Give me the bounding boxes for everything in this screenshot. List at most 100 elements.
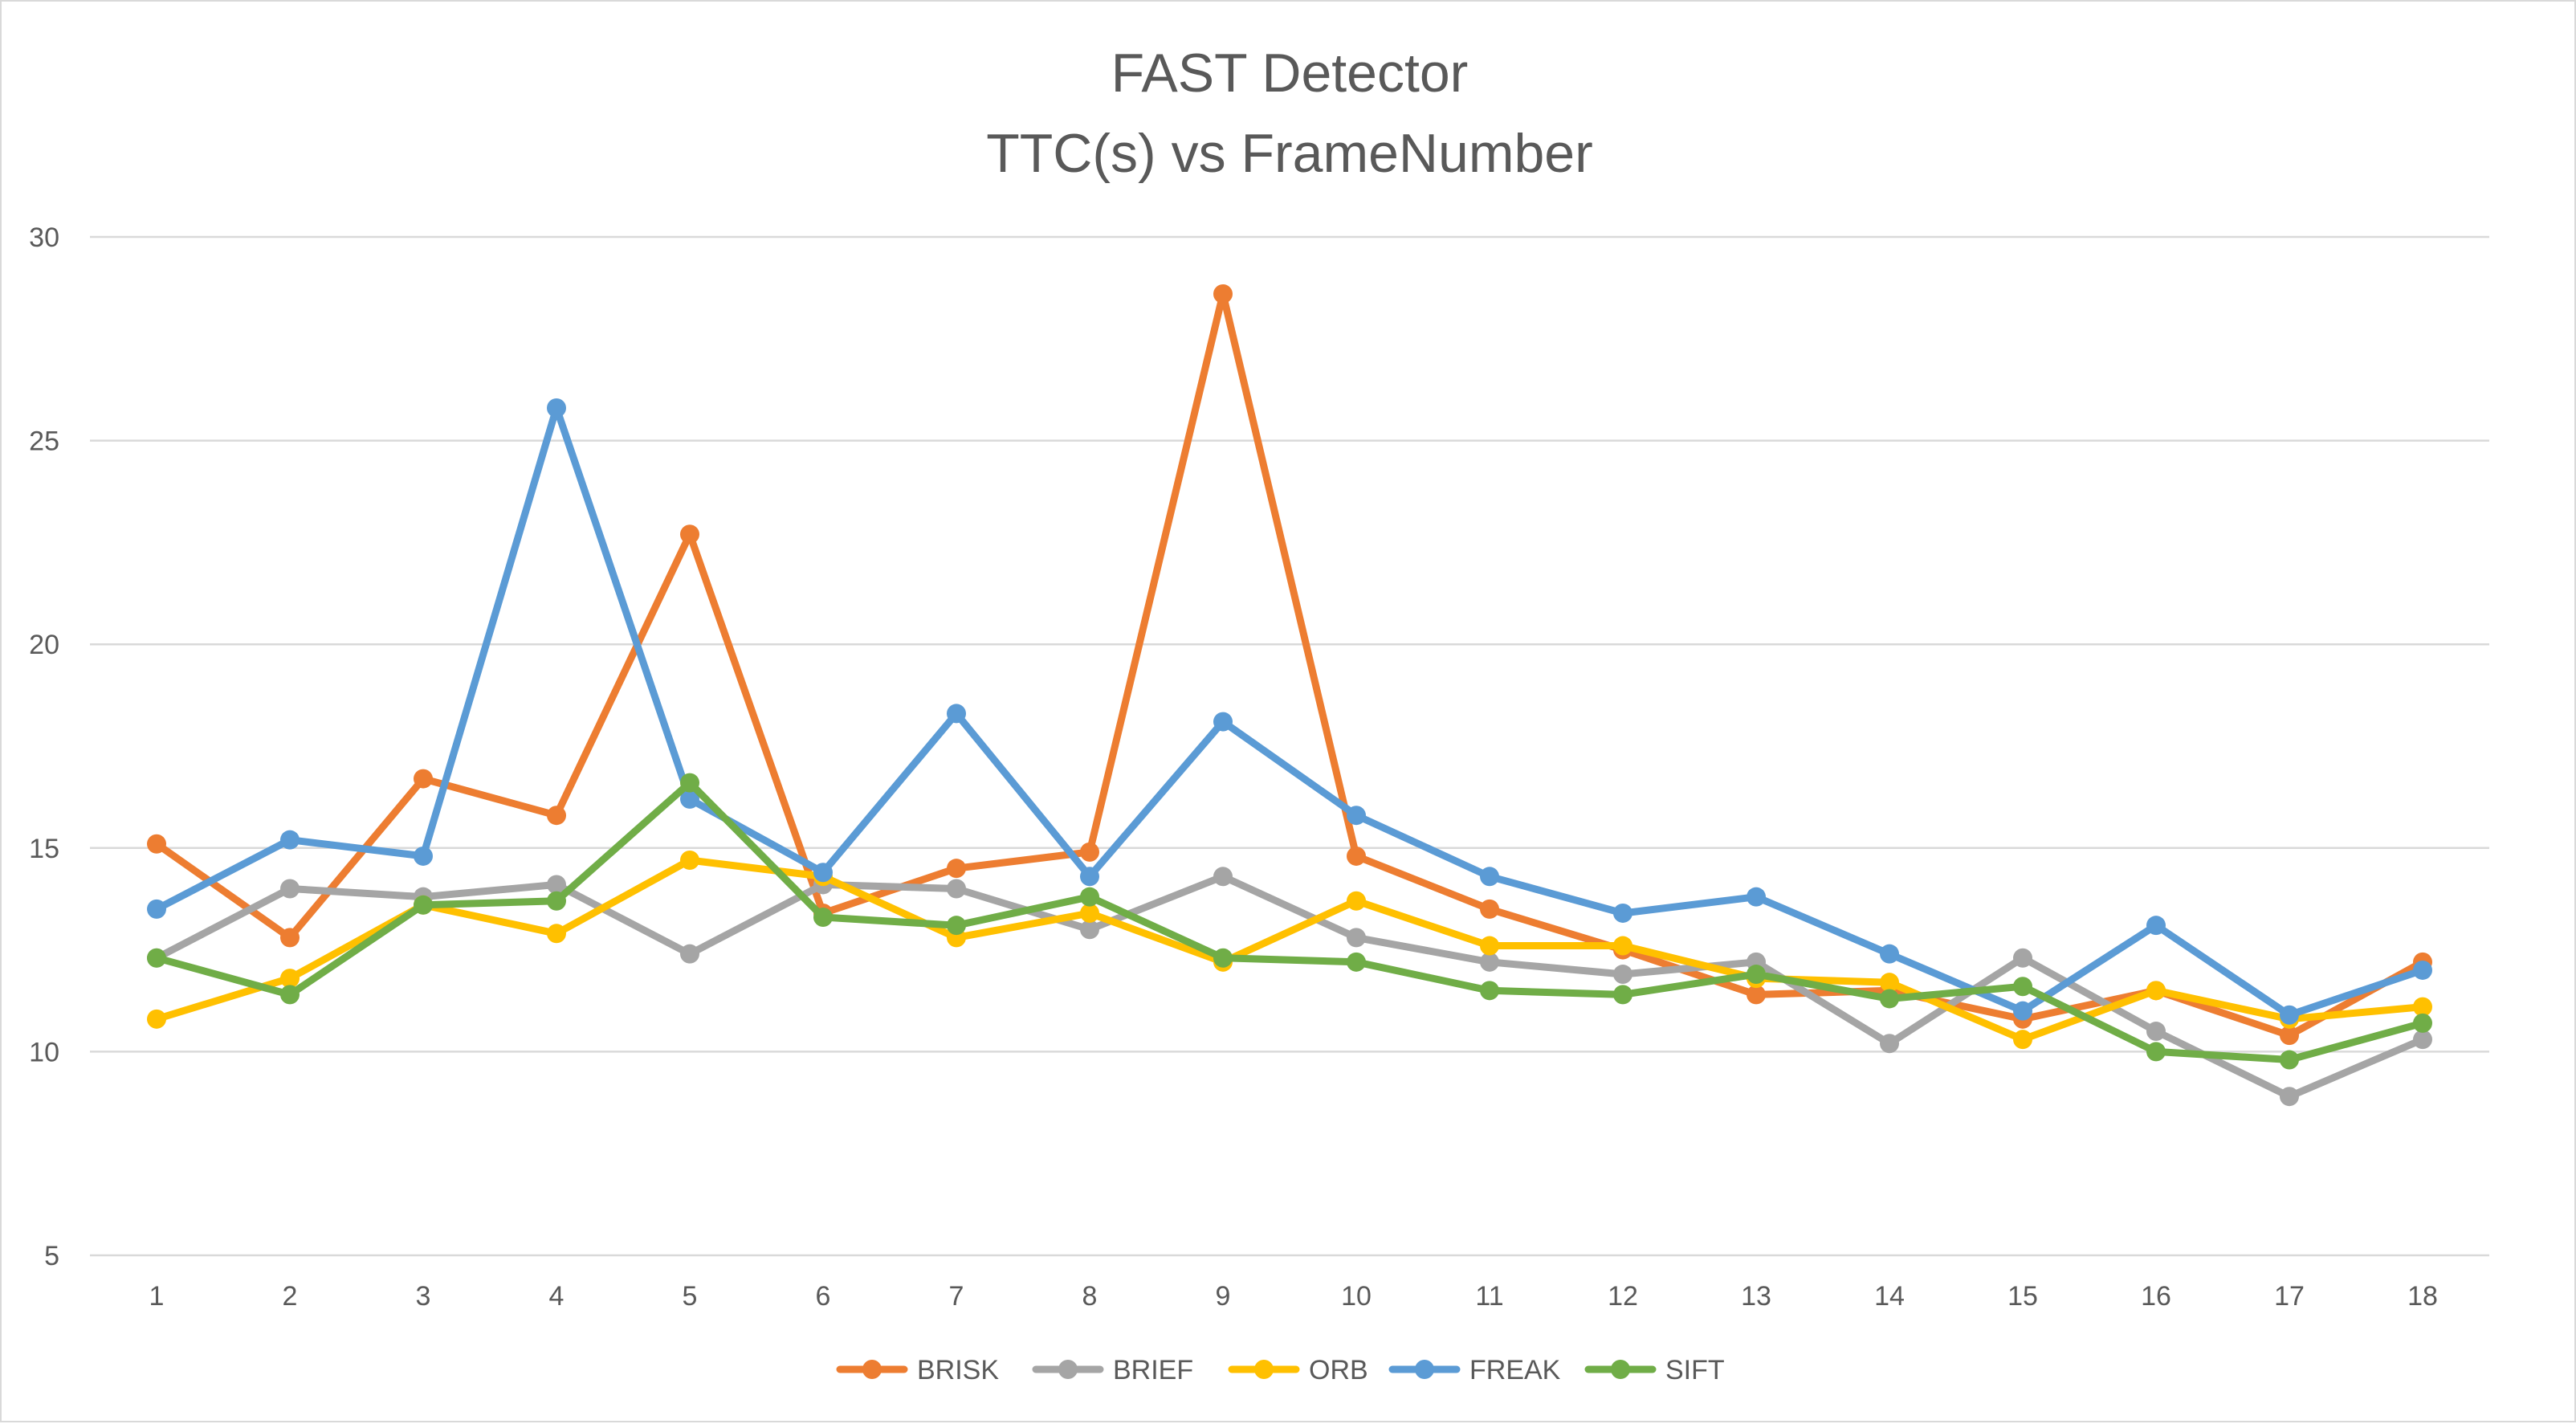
- x-tick-label: 17: [2274, 1281, 2305, 1312]
- data-point-sift: [1880, 989, 1899, 1009]
- y-tick-label: 20: [29, 630, 59, 660]
- data-point-sift: [2013, 977, 2032, 997]
- data-point-sift: [147, 948, 166, 968]
- x-tick-label: 8: [1082, 1281, 1098, 1312]
- data-point-orb: [2013, 1030, 2032, 1050]
- x-tick-label: 10: [1341, 1281, 1372, 1312]
- data-point-brief: [1213, 867, 1233, 887]
- data-point-brisk: [1480, 899, 1499, 919]
- data-point-brisk: [414, 769, 433, 789]
- data-point-freak: [2013, 1001, 2032, 1021]
- series-line-brisk: [153, 290, 2427, 1039]
- legend-label: BRIEF: [1113, 1355, 1193, 1385]
- data-point-brief: [1080, 920, 1099, 940]
- legend-label: ORB: [1309, 1355, 1368, 1385]
- data-point-orb: [280, 969, 300, 989]
- legend-item-brisk: BRISK: [836, 1355, 999, 1385]
- data-point-orb: [147, 1009, 166, 1029]
- legend: BRISK BRIEF ORB FREAK SIFT: [836, 1355, 1725, 1385]
- data-point-sift: [680, 773, 699, 793]
- x-tick-label: 18: [2407, 1281, 2438, 1312]
- x-tick-label: 4: [549, 1281, 565, 1312]
- data-point-sift: [813, 908, 833, 928]
- x-tick-label: 6: [816, 1281, 831, 1312]
- legend-label: SIFT: [1665, 1355, 1725, 1385]
- chart-title: FAST Detector TTC(s) vs FrameNumber: [986, 43, 1593, 184]
- data-point-brisk: [1213, 284, 1233, 304]
- data-point-brief: [1613, 965, 1632, 985]
- legend-swatch-marker: [1415, 1360, 1434, 1379]
- x-tick-label: 2: [283, 1281, 298, 1312]
- x-tick-label: 9: [1216, 1281, 1231, 1312]
- data-point-orb: [547, 924, 566, 944]
- data-point-freak: [280, 830, 300, 850]
- x-tick-label: 16: [2141, 1281, 2171, 1312]
- data-point-orb: [1480, 936, 1499, 956]
- data-point-brief: [680, 944, 699, 964]
- data-point-brief: [947, 879, 966, 899]
- data-point-brief: [1347, 928, 1366, 948]
- x-tick-label: 12: [1608, 1281, 1638, 1312]
- y-tick-label: 5: [44, 1241, 59, 1271]
- legend-swatch-marker: [1254, 1360, 1274, 1379]
- data-point-freak: [1213, 712, 1233, 732]
- data-point-freak: [813, 863, 833, 883]
- legend-item-brief: BRIEF: [1032, 1355, 1193, 1385]
- chart-title-line-2: TTC(s) vs FrameNumber: [986, 123, 1593, 184]
- series-brisk: [147, 284, 2432, 1046]
- data-point-freak: [1747, 887, 1766, 907]
- chart-title-line-1: FAST Detector: [1111, 43, 1469, 104]
- data-point-freak: [1613, 903, 1632, 923]
- data-point-brief: [2146, 1022, 2166, 1042]
- legend-swatch-marker: [862, 1360, 882, 1379]
- data-point-sift: [1347, 952, 1366, 972]
- series-orb: [147, 851, 2432, 1050]
- data-point-orb: [1080, 903, 1099, 923]
- data-point-sift: [2280, 1050, 2299, 1070]
- legend-swatch-marker: [1058, 1360, 1078, 1379]
- x-tick-label: 5: [683, 1281, 698, 1312]
- data-point-brisk: [2280, 1026, 2299, 1046]
- legend-item-orb: ORB: [1228, 1355, 1368, 1385]
- data-point-brisk: [1080, 842, 1099, 862]
- y-axis-tick-labels: 5 10 15 20 25 30: [29, 222, 59, 1271]
- data-point-sift: [280, 985, 300, 1005]
- data-point-freak: [2413, 960, 2432, 980]
- data-point-sift: [2413, 1013, 2432, 1033]
- data-point-orb: [2413, 997, 2432, 1017]
- x-axis-tick-labels: 1 2 3 4 5 6 7 8 9 10 11 12 13 14 15 16 17 18: [149, 1281, 2438, 1312]
- data-point-sift: [1480, 981, 1499, 1001]
- data-point-orb: [1613, 936, 1632, 956]
- data-point-brisk: [1347, 846, 1366, 866]
- data-point-freak: [1080, 867, 1099, 887]
- data-point-brief: [547, 875, 566, 895]
- data-point-brisk: [547, 806, 566, 826]
- x-tick-label: 13: [1741, 1281, 1771, 1312]
- data-point-freak: [1347, 806, 1366, 826]
- x-tick-label: 1: [149, 1281, 165, 1312]
- data-point-freak: [2146, 916, 2166, 936]
- x-tick-label: 14: [1874, 1281, 1905, 1312]
- series-line-orb: [153, 856, 2427, 1043]
- data-point-freak: [147, 899, 166, 919]
- x-tick-label: 11: [1475, 1281, 1503, 1312]
- series-line-sift: [153, 779, 2427, 1063]
- data-point-freak: [547, 398, 566, 418]
- data-point-sift: [2146, 1042, 2166, 1062]
- data-point-freak: [2280, 1005, 2299, 1025]
- data-point-freak: [680, 789, 699, 809]
- y-tick-label: 10: [29, 1037, 59, 1067]
- data-point-orb: [680, 851, 699, 871]
- data-point-brief: [280, 879, 300, 899]
- y-tick-label: 25: [29, 426, 59, 457]
- data-point-sift: [1747, 965, 1766, 985]
- data-point-sift: [414, 895, 433, 915]
- data-point-brief: [2280, 1087, 2299, 1107]
- legend-swatch-marker: [1611, 1360, 1630, 1379]
- gridlines: [90, 235, 2489, 1257]
- y-tick-label: 15: [29, 834, 59, 864]
- series-sift: [147, 773, 2432, 1070]
- legend-item-freak: FREAK: [1388, 1355, 1561, 1385]
- legend-label: FREAK: [1469, 1355, 1561, 1385]
